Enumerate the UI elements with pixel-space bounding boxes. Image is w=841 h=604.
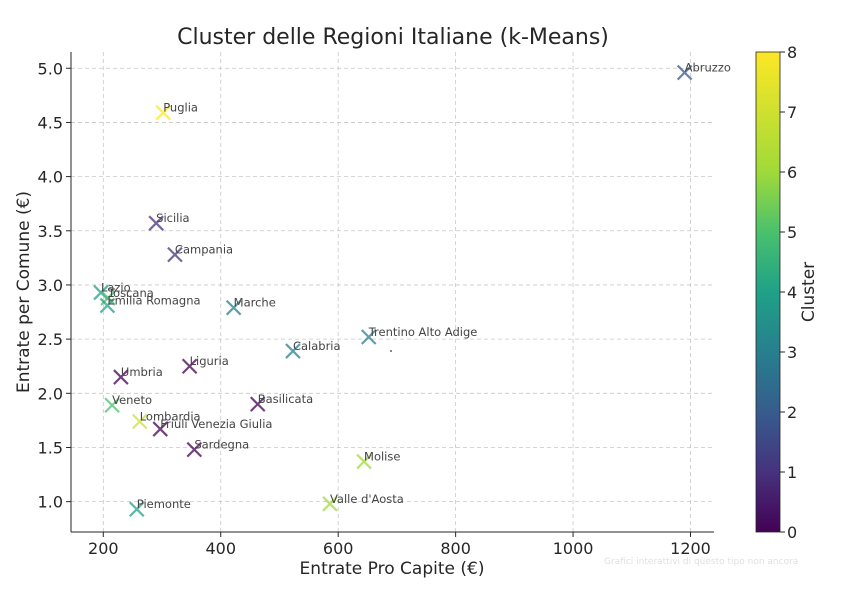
plot-axes xyxy=(70,52,714,533)
point-label: Umbria xyxy=(121,365,163,379)
point-label: Campania xyxy=(175,243,233,257)
data-point xyxy=(360,329,377,345)
data-point xyxy=(99,297,116,314)
point-label: Abruzzo xyxy=(685,61,731,75)
point-label: Veneto xyxy=(112,393,152,407)
colorbar-gradient xyxy=(755,51,781,533)
marker-stroke xyxy=(322,496,338,512)
x-tick-label: 200 xyxy=(88,539,119,558)
data-point xyxy=(249,396,266,412)
marker-stroke xyxy=(148,215,164,231)
y-tick-label: 3.0 xyxy=(38,276,63,295)
x-tick-label: 400 xyxy=(205,539,236,558)
marker-stroke xyxy=(152,421,169,437)
data-point xyxy=(93,284,109,301)
x-ticks: 200 400 600 800 1000 1200 xyxy=(88,532,711,558)
colorbar-tick-label: 2 xyxy=(787,403,797,422)
y-tick-label: 3.5 xyxy=(38,222,63,241)
data-point xyxy=(285,343,301,359)
colorbar-label: Cluster xyxy=(799,262,819,322)
data-point xyxy=(128,501,145,518)
point-label: Lazio xyxy=(101,281,131,295)
point-label: Friuli Venezia Giulia xyxy=(160,417,272,431)
marker-stroke xyxy=(128,501,145,518)
colorbar-tick-label: 7 xyxy=(787,103,797,122)
y-axis-label: Entrate per Comune (€) xyxy=(14,191,34,393)
marker-stroke xyxy=(360,329,377,345)
colorbar-ticks: 0 1 2 3 4 5 6 7 8 xyxy=(780,43,797,542)
data-point xyxy=(113,369,129,385)
marker-stroke xyxy=(225,299,242,316)
y-tick-label: 4.5 xyxy=(38,113,63,132)
colorbar: 0 1 2 3 4 5 6 7 8 Cluster xyxy=(755,43,819,542)
point-label: Emilia Romagna xyxy=(107,294,200,308)
data-point xyxy=(155,104,171,121)
stray-dot xyxy=(390,350,392,352)
point-label: Sicilia xyxy=(156,211,189,225)
marker-stroke xyxy=(167,246,183,263)
colorbar-tick-label: 0 xyxy=(787,523,797,542)
colorbar-tick-label: 3 xyxy=(787,343,797,362)
y-tick-label: 1.5 xyxy=(38,438,63,457)
data-point xyxy=(131,413,148,430)
x-tick-label: 1000 xyxy=(553,539,594,558)
data-point xyxy=(167,246,183,263)
marker-stroke xyxy=(99,297,116,314)
point-label: Toscana xyxy=(107,286,154,300)
point-labels: Abruzzo Puglia Sicilia Campania LazioToscana… xyxy=(101,61,731,512)
marker-stroke xyxy=(104,397,120,414)
watermark-text: Grafici interattivi di questo tipo non a… xyxy=(604,557,799,567)
point-label: Marche xyxy=(234,296,276,310)
colorbar-tick-label: 5 xyxy=(787,223,797,242)
data-point xyxy=(104,397,120,414)
marker-stroke xyxy=(131,413,148,430)
x-tick-label: 600 xyxy=(323,539,354,558)
y-tick-label: 5.0 xyxy=(38,59,63,78)
data-point xyxy=(148,215,164,231)
colorbar-tick-label: 4 xyxy=(787,283,797,302)
data-point xyxy=(676,64,693,81)
y-tick-label: 2.0 xyxy=(38,384,63,403)
chart-title: Cluster delle Regioni Italiane (k-Means) xyxy=(177,25,609,50)
point-label: Basilicata xyxy=(258,392,313,406)
point-label: Liguria xyxy=(190,354,229,368)
marker-stroke xyxy=(181,358,198,374)
colorbar-tick-label: 1 xyxy=(787,463,797,482)
colorbar-tick-label: 8 xyxy=(787,43,797,62)
data-point xyxy=(181,358,198,374)
y-tick-label: 1.0 xyxy=(38,493,63,512)
data-point xyxy=(152,421,169,437)
data-point xyxy=(225,299,242,316)
marker-stroke xyxy=(113,369,129,385)
point-label: Lombardia xyxy=(140,409,201,423)
y-tick-label: 2.5 xyxy=(38,330,63,349)
point-label: Trentino Alto Adige xyxy=(368,325,478,339)
grid xyxy=(71,52,714,532)
x-tick-label: 1200 xyxy=(670,539,711,558)
data-points xyxy=(93,64,693,518)
marker-stroke xyxy=(285,343,301,359)
x-axis-label: Entrate Pro Capite (€) xyxy=(300,559,485,579)
x-tick-label: 800 xyxy=(440,539,471,558)
point-label: Piemonte xyxy=(137,497,191,511)
data-point xyxy=(356,453,372,470)
point-label: Valle d'Aosta xyxy=(330,492,404,506)
marker-stroke xyxy=(155,104,171,121)
marker-stroke xyxy=(676,64,693,81)
colorbar-tick-label: 6 xyxy=(787,163,797,182)
point-label: Sardegna xyxy=(194,438,249,452)
marker-stroke xyxy=(249,396,266,412)
point-label: Calabria xyxy=(293,339,341,353)
y-ticks: 1.0 1.5 2.0 2.5 3.0 3.5 4.0 4.5 5.0 xyxy=(38,59,71,512)
marker-stroke xyxy=(356,453,372,470)
marker-stroke xyxy=(93,284,109,301)
point-label: Molise xyxy=(364,450,400,464)
y-tick-label: 4.0 xyxy=(38,168,63,187)
marker-stroke xyxy=(186,441,203,458)
point-label: Puglia xyxy=(163,101,198,115)
data-point xyxy=(322,496,338,512)
data-point xyxy=(186,441,203,458)
